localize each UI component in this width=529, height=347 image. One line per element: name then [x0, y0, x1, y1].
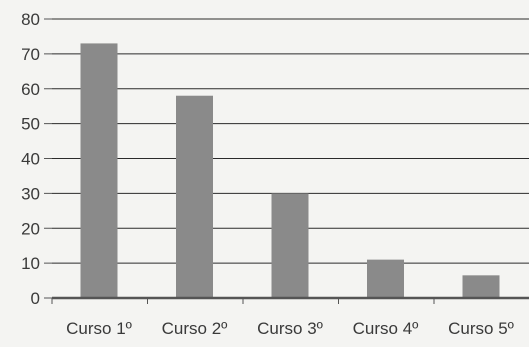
y-tick-label: 40 [21, 150, 40, 169]
y-tick-label: 10 [21, 254, 40, 273]
y-tick-label: 30 [21, 184, 40, 203]
x-axis-labels: Curso 1º Curso 2º Curso 3º Curso 4º Curso 5º [66, 319, 514, 338]
y-tick-label: 60 [21, 80, 40, 99]
x-tick-label: Curso 1º [66, 319, 132, 338]
bars [81, 43, 500, 298]
y-tick-label: 80 [21, 10, 40, 29]
x-tick-label: Curso 5º [448, 319, 514, 338]
bar-4 [367, 260, 404, 298]
x-axis [52, 298, 529, 304]
y-tick-label: 70 [21, 45, 40, 64]
x-tick-label: Curso 3º [257, 319, 323, 338]
y-axis-ticks: 0 10 20 30 40 50 60 70 80 [21, 10, 52, 308]
y-tick-label: 0 [31, 289, 40, 308]
y-tick-label: 50 [21, 115, 40, 134]
bar-2 [176, 96, 213, 298]
bar-3 [272, 193, 309, 298]
y-tick-label: 20 [21, 219, 40, 238]
bar-5 [463, 275, 500, 298]
bar-1 [81, 43, 118, 298]
x-tick-label: Curso 2º [162, 319, 228, 338]
x-tick-label: Curso 4º [353, 319, 419, 338]
